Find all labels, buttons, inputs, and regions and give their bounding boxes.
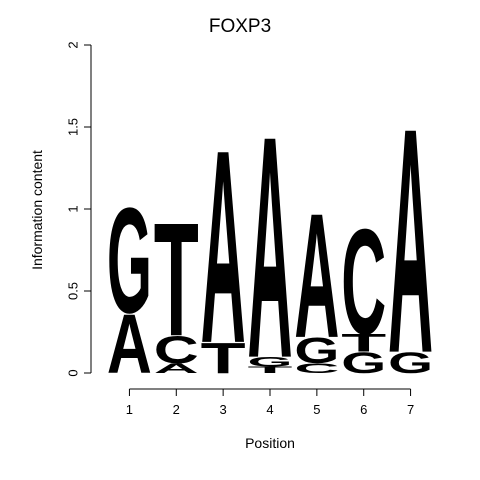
logo-letter-A: A [154, 361, 199, 376]
logo-letter-G: G [341, 346, 386, 380]
logo-letter-G: G [388, 346, 433, 380]
logo-letter-C: C [294, 361, 339, 376]
x-axis-label: Position [245, 435, 295, 451]
logo-letter-A: A [294, 177, 339, 376]
logo-letter-G: G [294, 331, 339, 372]
logo-letter-T: T [154, 189, 199, 370]
chart-title: FOXP3 [209, 16, 271, 37]
y-tick-label: 0.5 [66, 282, 81, 300]
y-axis: 0 0.5 1 1.5 2 [66, 41, 92, 377]
x-tick-label: 7 [407, 402, 414, 417]
logo-letter-A: A [248, 71, 293, 425]
logo-letter-A: A [107, 297, 152, 391]
logo-letter-A: A [388, 63, 433, 421]
y-axis-label: Information content [29, 150, 45, 270]
y-tick-label: 0 [66, 369, 81, 376]
logo-letter-A: A [201, 94, 246, 402]
x-tick-label: 4 [266, 402, 273, 417]
logo-letter-T: T [341, 329, 386, 357]
x-axis: 1 2 3 4 5 6 7 [126, 388, 414, 417]
x-tick-label: 6 [360, 402, 367, 417]
logo-letter-C: C [341, 199, 386, 366]
x-tick-label: 1 [126, 402, 133, 417]
x-tick-label: 5 [313, 402, 320, 417]
logo-letter-G: G [248, 354, 293, 369]
y-tick-label: 1.5 [66, 118, 81, 136]
x-tick-label: 2 [173, 402, 180, 417]
logo-letter-T: T [248, 365, 293, 375]
logo-letter-T: T [201, 334, 246, 383]
y-tick-label: 2 [66, 41, 81, 48]
logo-letter-C: C [154, 328, 199, 371]
y-tick-label: 1 [66, 205, 81, 212]
logo-letter-G: G [107, 178, 152, 346]
x-tick-label: 3 [220, 402, 227, 417]
